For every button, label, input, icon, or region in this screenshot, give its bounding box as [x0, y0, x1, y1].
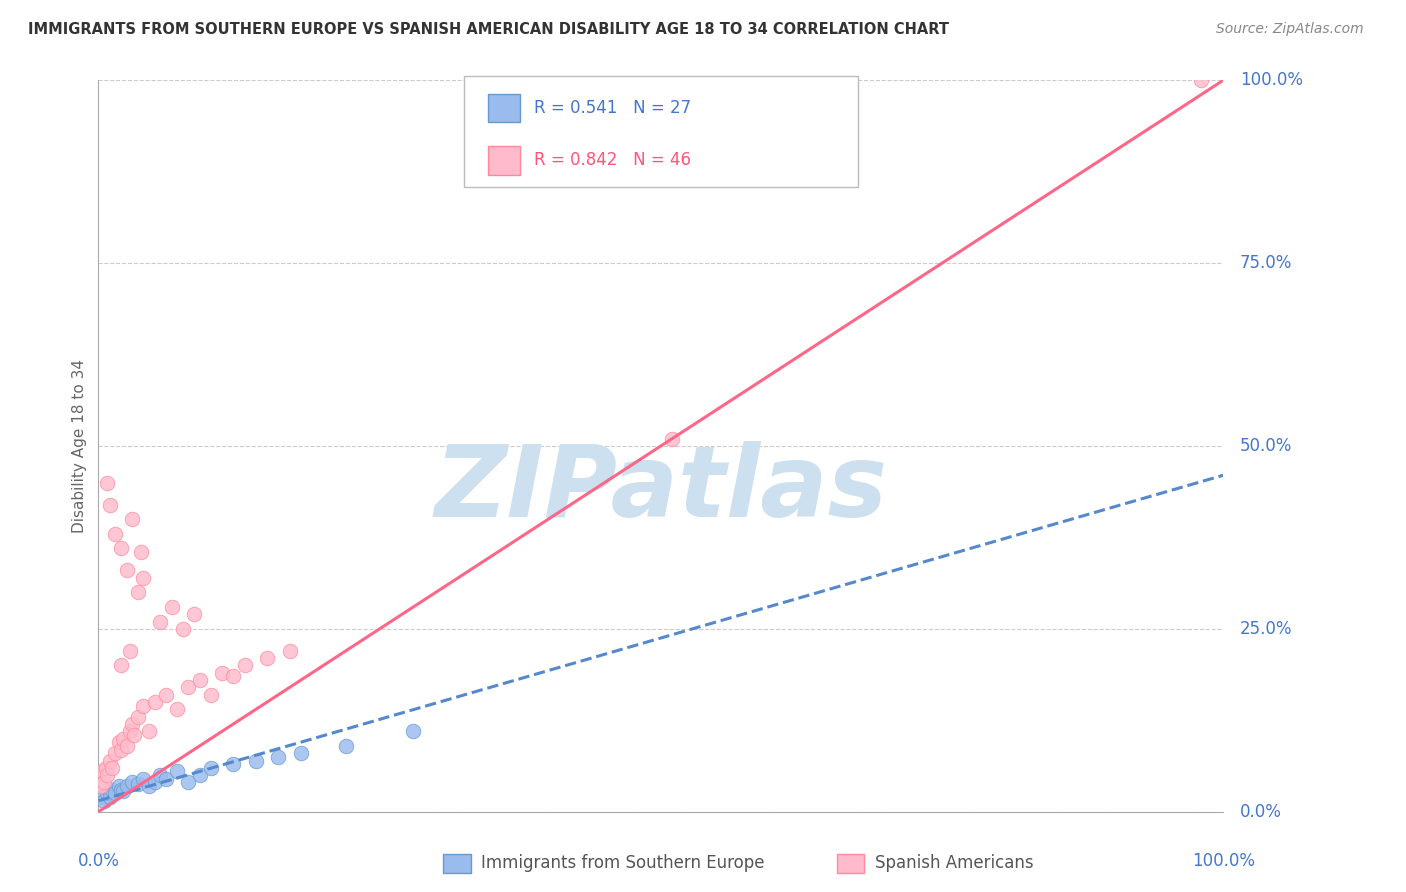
Text: 100.0%: 100.0%	[1192, 852, 1254, 870]
Point	[101, 761, 124, 775]
Point	[143, 775, 166, 789]
Point	[183, 607, 205, 622]
Point	[138, 779, 160, 793]
Point	[1189, 73, 1212, 87]
Point	[124, 728, 146, 742]
Text: ZIPatlas: ZIPatlas	[434, 442, 887, 539]
Point	[211, 665, 233, 680]
Point	[121, 717, 143, 731]
Y-axis label: Disability Age 18 to 34: Disability Age 18 to 34	[72, 359, 87, 533]
Point	[98, 754, 121, 768]
Point	[132, 772, 155, 786]
Point	[90, 790, 112, 805]
Point	[132, 698, 155, 713]
Point	[90, 779, 112, 793]
Point	[222, 669, 245, 683]
Point	[112, 784, 135, 798]
Point	[101, 782, 124, 797]
Point	[155, 688, 177, 702]
Point	[222, 757, 245, 772]
Point	[96, 475, 118, 490]
Point	[402, 724, 425, 739]
Point	[127, 777, 149, 791]
Text: 100.0%: 100.0%	[1240, 71, 1303, 89]
Point	[110, 782, 132, 797]
Point	[177, 681, 200, 695]
Point	[96, 768, 118, 782]
Point	[155, 772, 177, 786]
Point	[98, 498, 121, 512]
Point	[127, 585, 149, 599]
Point	[104, 526, 127, 541]
Point	[200, 688, 222, 702]
Point	[104, 746, 127, 760]
Point	[256, 651, 278, 665]
Text: 0.0%: 0.0%	[77, 852, 120, 870]
Point	[132, 571, 155, 585]
Point	[143, 695, 166, 709]
Point	[129, 545, 152, 559]
Point	[107, 779, 129, 793]
Point	[118, 644, 141, 658]
Point	[93, 794, 115, 808]
Point	[115, 739, 138, 753]
Point	[104, 787, 127, 801]
Point	[166, 764, 188, 779]
Point	[661, 432, 683, 446]
Point	[118, 724, 141, 739]
Point	[188, 673, 211, 687]
Point	[160, 599, 183, 614]
Point	[172, 622, 194, 636]
Point	[96, 787, 118, 801]
Point	[112, 731, 135, 746]
Point	[121, 775, 143, 789]
Point	[93, 775, 115, 789]
Text: R = 0.541   N = 27: R = 0.541 N = 27	[534, 99, 692, 117]
Text: IMMIGRANTS FROM SOUTHERN EUROPE VS SPANISH AMERICAN DISABILITY AGE 18 TO 34 CORR: IMMIGRANTS FROM SOUTHERN EUROPE VS SPANI…	[28, 22, 949, 37]
Point	[110, 742, 132, 756]
Point	[166, 702, 188, 716]
Point	[245, 754, 267, 768]
Point	[107, 735, 129, 749]
Point	[233, 658, 256, 673]
Point	[98, 790, 121, 805]
Point	[121, 512, 143, 526]
Text: Source: ZipAtlas.com: Source: ZipAtlas.com	[1216, 22, 1364, 37]
Point	[115, 779, 138, 793]
Point	[200, 761, 222, 775]
Point	[290, 746, 312, 760]
Point	[96, 761, 118, 775]
Text: 25.0%: 25.0%	[1240, 620, 1292, 638]
Text: Spanish Americans: Spanish Americans	[875, 855, 1033, 872]
Point	[127, 709, 149, 723]
Text: 50.0%: 50.0%	[1240, 437, 1292, 455]
Text: 75.0%: 75.0%	[1240, 254, 1292, 272]
Point	[110, 541, 132, 556]
Text: R = 0.842   N = 46: R = 0.842 N = 46	[534, 152, 692, 169]
Point	[177, 775, 200, 789]
Text: 0.0%: 0.0%	[1240, 803, 1282, 821]
Point	[138, 724, 160, 739]
Point	[188, 768, 211, 782]
Point	[90, 764, 112, 779]
Text: Immigrants from Southern Europe: Immigrants from Southern Europe	[481, 855, 765, 872]
Point	[149, 615, 172, 629]
Point	[110, 658, 132, 673]
Point	[149, 768, 172, 782]
Point	[267, 749, 290, 764]
Point	[278, 644, 301, 658]
Point	[335, 739, 357, 753]
Point	[115, 563, 138, 577]
